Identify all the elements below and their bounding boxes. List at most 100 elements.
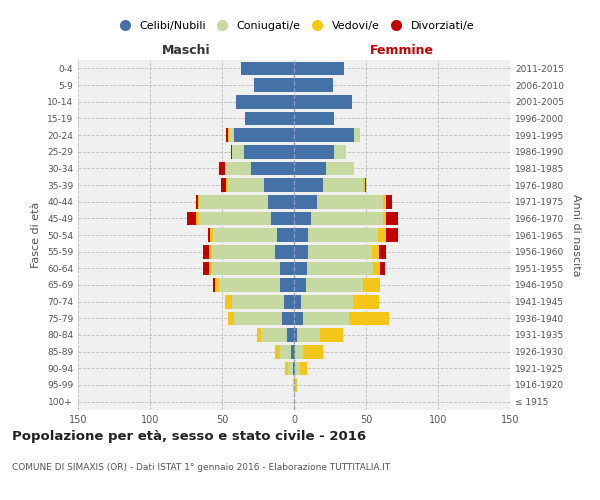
Bar xyxy=(228,128,229,142)
Bar xyxy=(307,262,373,275)
Bar xyxy=(291,345,294,358)
Bar xyxy=(225,295,232,308)
Text: Maschi: Maschi xyxy=(161,44,211,57)
Bar xyxy=(199,212,271,225)
Bar xyxy=(295,362,300,375)
Bar xyxy=(386,228,398,242)
Bar xyxy=(209,245,212,258)
Bar xyxy=(214,278,215,292)
Bar xyxy=(294,245,308,258)
Bar xyxy=(294,278,305,292)
Bar xyxy=(349,312,389,325)
Bar xyxy=(353,295,379,308)
Bar xyxy=(294,295,301,308)
Bar xyxy=(283,312,294,325)
Bar xyxy=(271,212,294,225)
Bar xyxy=(203,245,209,258)
Bar xyxy=(187,212,196,225)
Bar xyxy=(228,178,264,192)
Bar xyxy=(308,228,377,242)
Bar xyxy=(294,128,355,142)
Text: Femmine: Femmine xyxy=(370,44,434,57)
Bar xyxy=(215,278,219,292)
Bar xyxy=(301,295,353,308)
Bar xyxy=(305,278,363,292)
Bar xyxy=(209,262,212,275)
Bar xyxy=(377,228,386,242)
Bar xyxy=(294,378,295,392)
Bar xyxy=(245,112,294,125)
Bar xyxy=(212,262,280,275)
Bar xyxy=(221,178,226,192)
Bar xyxy=(294,312,302,325)
Bar xyxy=(286,362,288,375)
Bar xyxy=(233,128,294,142)
Bar xyxy=(294,145,334,158)
Bar xyxy=(334,145,346,158)
Bar xyxy=(372,245,379,258)
Bar xyxy=(284,295,294,308)
Bar xyxy=(277,228,294,242)
Bar xyxy=(379,245,386,258)
Bar xyxy=(311,212,383,225)
Bar xyxy=(229,128,233,142)
Bar xyxy=(297,328,320,342)
Bar xyxy=(226,128,228,142)
Bar xyxy=(199,195,268,208)
Bar xyxy=(373,262,380,275)
Legend: Celibi/Nubili, Coniugati/e, Vedovi/e, Divorziati/e: Celibi/Nubili, Coniugati/e, Vedovi/e, Di… xyxy=(109,16,479,36)
Bar xyxy=(211,228,214,242)
Bar xyxy=(294,95,352,108)
Bar xyxy=(257,328,261,342)
Bar xyxy=(320,328,343,342)
Y-axis label: Fasce di età: Fasce di età xyxy=(31,202,41,268)
Bar xyxy=(294,178,323,192)
Bar xyxy=(326,162,355,175)
Bar xyxy=(244,145,294,158)
Bar xyxy=(317,195,383,208)
Bar xyxy=(294,195,317,208)
Bar xyxy=(302,312,349,325)
Text: Popolazione per età, sesso e stato civile - 2016: Popolazione per età, sesso e stato civil… xyxy=(12,430,366,443)
Bar xyxy=(380,262,385,275)
Bar xyxy=(275,345,280,358)
Bar xyxy=(294,228,308,242)
Bar xyxy=(365,178,366,192)
Bar xyxy=(280,278,294,292)
Bar xyxy=(219,162,225,175)
Bar xyxy=(196,195,197,208)
Bar xyxy=(280,262,294,275)
Bar xyxy=(233,312,283,325)
Bar xyxy=(203,262,209,275)
Bar xyxy=(197,195,199,208)
Bar xyxy=(287,328,294,342)
Bar xyxy=(232,145,244,158)
Bar xyxy=(241,62,294,75)
Bar xyxy=(386,195,392,208)
Bar xyxy=(232,295,284,308)
Bar xyxy=(196,212,199,225)
Bar xyxy=(228,312,233,325)
Bar xyxy=(288,362,293,375)
Bar xyxy=(264,178,294,192)
Bar xyxy=(225,162,251,175)
Bar xyxy=(294,362,295,375)
Bar xyxy=(300,362,307,375)
Bar xyxy=(295,378,297,392)
Bar xyxy=(294,112,334,125)
Bar xyxy=(212,245,275,258)
Bar xyxy=(293,362,294,375)
Bar xyxy=(236,95,294,108)
Bar xyxy=(383,195,386,208)
Bar xyxy=(294,345,295,358)
Bar xyxy=(214,228,277,242)
Bar xyxy=(363,278,380,292)
Bar xyxy=(294,262,307,275)
Bar xyxy=(294,78,333,92)
Bar xyxy=(294,212,311,225)
Bar xyxy=(302,345,323,358)
Bar xyxy=(383,212,386,225)
Bar xyxy=(294,162,326,175)
Bar xyxy=(355,128,360,142)
Bar xyxy=(230,145,232,158)
